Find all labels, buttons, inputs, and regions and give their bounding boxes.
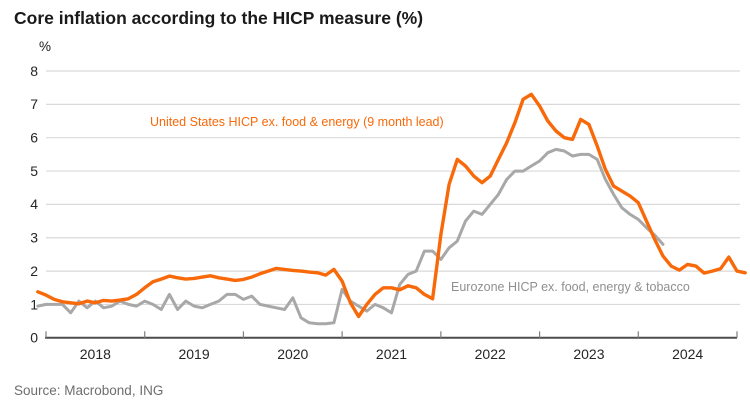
us-series-line: [36, 92, 747, 319]
x-tick-label: 2019: [178, 346, 209, 362]
source-note: Source: Macrobond, ING: [14, 383, 164, 398]
x-tick-label: 2021: [376, 346, 407, 362]
legend-eurozone-series-label: Eurozone HICP ex. food, energy & tobacco: [451, 280, 690, 294]
y-tick-label: 1: [30, 296, 38, 312]
y-tick-label: 8: [30, 63, 38, 79]
y-tick-label: 4: [30, 196, 38, 212]
chart-title: Core inflation according to the HICP mea…: [14, 8, 424, 28]
y-tick-label: 6: [30, 130, 38, 146]
x-tick-label: 2024: [672, 346, 703, 362]
x-tick-label: 2023: [573, 346, 604, 362]
x-tick-label: 2018: [80, 346, 111, 362]
x-tick-label: 2022: [475, 346, 506, 362]
y-axis-unit-label: %: [39, 39, 52, 54]
legend-us-series-label: United States HICP ex. food & energy (9 …: [150, 115, 444, 129]
x-tick-label: 2020: [277, 346, 308, 362]
y-tick-label: 5: [30, 163, 38, 179]
y-tick-label: 7: [30, 96, 38, 112]
y-tick-label: 3: [30, 230, 38, 246]
y-tick-label: 0: [30, 330, 38, 346]
y-tick-label: 2: [30, 263, 38, 279]
